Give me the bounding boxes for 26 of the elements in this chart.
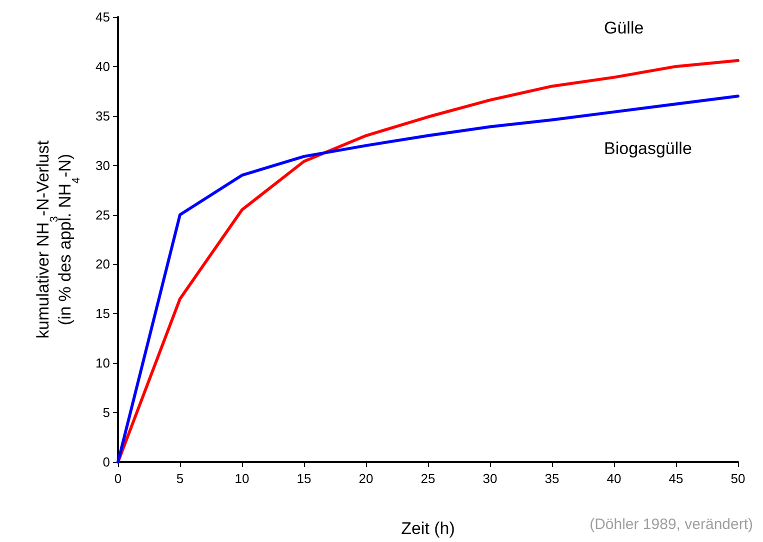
x-tick-label: 15 (296, 471, 312, 486)
y-axis-title: kumulativer NH3-N-Verlust (in % des appl. NH4-N) (34, 140, 82, 338)
y-tick-label: 25 (96, 207, 110, 222)
x-tick-label: 0 (114, 471, 122, 486)
text: (Döhler 1989, verändert) (590, 516, 754, 533)
x-tick-label: 30 (482, 471, 498, 486)
y-tick-label: 10 (96, 356, 110, 371)
y-tick-label: 45 (96, 10, 110, 24)
text: Gülle (604, 18, 644, 38)
y-tick-label: 5 (102, 405, 110, 420)
x-axis-title: Zeit (h) (401, 519, 455, 538)
y-tick-label: 40 (96, 58, 110, 74)
y-tick-label: 0 (102, 454, 110, 470)
x-tick-label: 25 (420, 471, 436, 486)
y-tick-label: 35 (96, 108, 110, 124)
x-tick-label: 20 (358, 471, 374, 486)
y-tick-label: 15 (96, 306, 110, 322)
x-tick-label: 35 (544, 471, 560, 486)
x-tick-label: 10 (234, 471, 250, 486)
x-tick-label: 50 (730, 471, 746, 486)
x-tick-label: 45 (668, 471, 684, 486)
y-tick-label: 30 (96, 158, 110, 173)
x-tick-label: 40 (606, 471, 622, 486)
y-tick-label: 20 (96, 256, 110, 272)
x-tick-label: 5 (176, 471, 184, 486)
series-label: Biogasgülle (604, 138, 692, 158)
